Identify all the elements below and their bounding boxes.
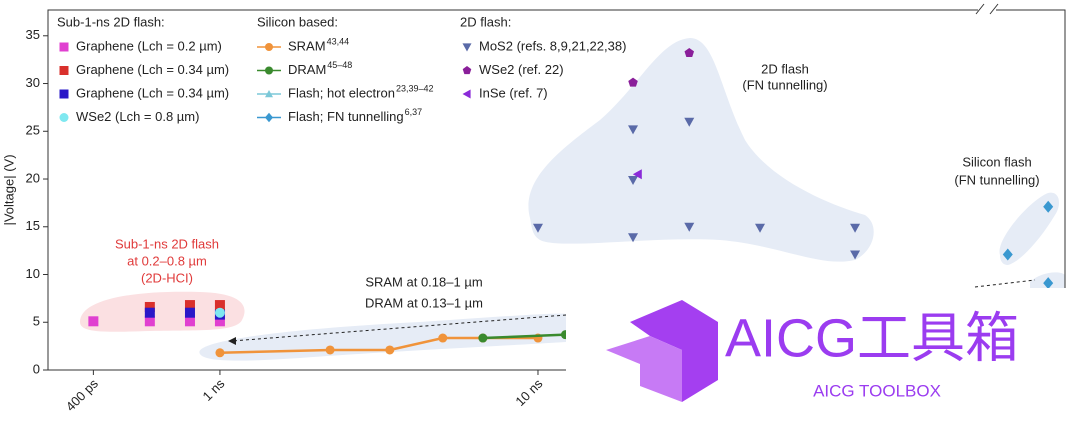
marker-triangle bbox=[755, 223, 766, 233]
region-2d-hci bbox=[80, 291, 245, 332]
legend-label: MoS2 (refs. 8,9,21,22,38) bbox=[479, 38, 626, 53]
y-tick-label: 35 bbox=[26, 27, 40, 42]
legend-label: InSe (ref. 7) bbox=[479, 85, 548, 100]
marker-pentagon bbox=[684, 47, 695, 58]
marker-square bbox=[144, 316, 155, 327]
legend-label: Graphene (Lch = 0.34 µm) bbox=[76, 62, 229, 77]
marker-square bbox=[59, 89, 69, 99]
x-tick-label: 1 ns bbox=[200, 376, 228, 404]
marker-pentagon bbox=[462, 66, 472, 75]
legend-ref: 45–48 bbox=[327, 60, 352, 70]
annotation: SRAM at 0.18–1 µm bbox=[365, 274, 482, 289]
marker-diamond bbox=[265, 112, 273, 123]
legend-label: Graphene (Lch = 0.34 µm) bbox=[76, 85, 229, 100]
y-tick-label: 5 bbox=[33, 314, 40, 329]
legend-title: Silicon based: bbox=[257, 14, 338, 29]
region-silicon-flash bbox=[999, 192, 1060, 265]
marker-square bbox=[184, 307, 195, 318]
legend-label: Flash; FN tunnelling bbox=[288, 109, 404, 124]
marker-triangle bbox=[628, 233, 639, 243]
series-line bbox=[482, 333, 566, 340]
marker-circle bbox=[478, 333, 488, 343]
marker-triangle bbox=[850, 250, 861, 260]
legend-label: SRAM bbox=[288, 38, 326, 53]
legend-label: DRAM bbox=[288, 62, 326, 77]
marker-square bbox=[88, 316, 99, 327]
trend-arrow bbox=[231, 314, 567, 342]
marker-triangle bbox=[850, 223, 861, 233]
marker-square bbox=[59, 66, 69, 75]
x-tick-label: 400 ps bbox=[63, 376, 102, 415]
marker-square bbox=[144, 307, 155, 318]
marker-diamond bbox=[1002, 248, 1013, 261]
y-tick-label: 25 bbox=[26, 123, 40, 138]
watermark-icon bbox=[630, 300, 718, 402]
x-tick-label: 10 ns bbox=[512, 376, 545, 409]
marker-triangle bbox=[462, 43, 472, 52]
watermark-icon bbox=[606, 336, 682, 402]
legend-label: WSe2 (ref. 22) bbox=[479, 62, 564, 77]
marker-square bbox=[184, 300, 195, 311]
marker-circle bbox=[265, 66, 273, 75]
legend-ref: 6,37 bbox=[405, 107, 423, 117]
marker-triangle bbox=[628, 175, 639, 185]
annotation: 2D flash bbox=[761, 61, 809, 76]
marker-square bbox=[144, 301, 155, 312]
marker-triangle bbox=[532, 223, 543, 233]
marker-diamond bbox=[1043, 200, 1054, 213]
y-axis-label: |Voltage| (V) bbox=[1, 154, 16, 225]
trend-arrow-head bbox=[228, 337, 236, 345]
legend-ref: 23,39–42 bbox=[396, 83, 434, 93]
watermark-subtitle: AICG TOOLBOX bbox=[813, 381, 941, 400]
legend-title: Sub-1-ns 2D flash: bbox=[57, 14, 165, 29]
watermark: AICG工具箱 AICG TOOLBOX bbox=[566, 288, 1080, 425]
marker-triangle bbox=[265, 90, 273, 98]
marker-circle bbox=[438, 333, 448, 343]
annotation: at 0.2–0.8 µm bbox=[127, 253, 207, 268]
legend-label: Graphene (Lch = 0.2 µm) bbox=[76, 38, 222, 53]
annotation: (FN tunnelling) bbox=[742, 77, 827, 92]
annotation: Sub-1-ns 2D flash bbox=[115, 236, 219, 251]
legend-label: Flash; hot electron bbox=[288, 85, 395, 100]
marker-square bbox=[184, 316, 195, 327]
marker-square bbox=[59, 42, 69, 52]
region-silicon bbox=[199, 313, 566, 361]
annotation: (2D-HCI) bbox=[141, 270, 193, 285]
marker-circle bbox=[215, 348, 225, 358]
marker-circle bbox=[59, 113, 69, 122]
legend-label: WSe2 (Lch = 0.8 µm) bbox=[76, 109, 199, 124]
axis-break bbox=[975, 3, 985, 15]
marker-triangle bbox=[462, 89, 471, 99]
plot-frame bbox=[47, 9, 1066, 371]
marker-circle bbox=[214, 307, 225, 318]
y-tick-label: 30 bbox=[26, 75, 40, 90]
marker-triangle bbox=[684, 117, 695, 127]
annotation: (FN tunnelling) bbox=[954, 172, 1039, 187]
legend-title: 2D flash: bbox=[460, 14, 511, 29]
trend-arrow-2 bbox=[974, 279, 1036, 288]
marker-triangle bbox=[684, 222, 695, 232]
marker-circle bbox=[325, 345, 335, 355]
marker-circle bbox=[385, 345, 395, 355]
watermark-title: AICG工具箱 bbox=[725, 308, 1019, 368]
marker-pentagon bbox=[628, 77, 638, 87]
annotation: Silicon flash bbox=[962, 154, 1031, 169]
y-tick-label: 20 bbox=[26, 170, 40, 185]
axis-break-gap bbox=[978, 7, 996, 13]
marker-square bbox=[214, 300, 225, 311]
marker-triangle bbox=[632, 169, 642, 180]
region-2d-flash bbox=[528, 38, 874, 262]
marker-square bbox=[214, 316, 225, 327]
marker-circle bbox=[265, 43, 273, 51]
y-tick-label: 15 bbox=[26, 218, 40, 233]
marks: 0 5 10 15 20 25 30 35 400 ps 1 ns 10 ns Sub-1-ns 2D… bbox=[26, 14, 1054, 414]
legend-ref: 43,44 bbox=[327, 36, 350, 46]
y-tick-label: 0 bbox=[33, 361, 40, 376]
y-tick-label: 10 bbox=[26, 266, 40, 281]
annotation: DRAM at 0.13–1 µm bbox=[365, 295, 483, 310]
marker-diamond bbox=[1043, 277, 1054, 290]
axis-break bbox=[989, 3, 999, 15]
marker-triangle bbox=[628, 125, 639, 135]
